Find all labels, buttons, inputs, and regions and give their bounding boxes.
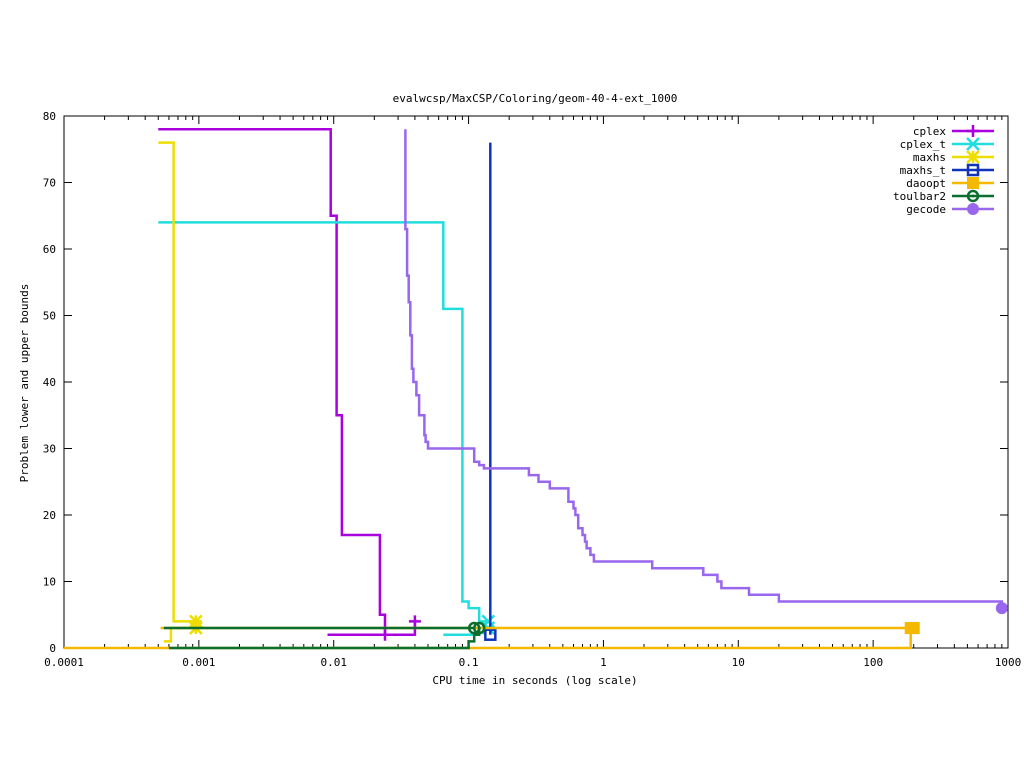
y-tick-label: 70 [43, 177, 56, 190]
series-maxhs [158, 141, 203, 643]
legend-label: daoopt [906, 177, 946, 190]
legend-label: maxhs [913, 151, 946, 164]
legend-marker [966, 189, 980, 203]
y-tick-label: 60 [43, 243, 56, 256]
series-point [995, 602, 1008, 615]
series-point [472, 621, 486, 635]
series-cplex [158, 128, 421, 641]
series-maxhs-t [484, 142, 497, 641]
x-tick-label: 0.0001 [44, 656, 84, 669]
y-tick-label: 40 [43, 376, 56, 389]
x-axis-label: CPU time in seconds (log scale) [432, 674, 637, 687]
series-gecode [404, 129, 1008, 615]
legend-label: cplex_t [900, 138, 946, 151]
series-cplex-t [158, 221, 496, 636]
y-tick-label: 10 [43, 576, 56, 589]
legend: cplexcplex_tmaxhsmaxhs_tdaoopttoulbar2ge… [893, 125, 994, 216]
y-tick-label: 30 [43, 443, 56, 456]
series-line [158, 141, 196, 623]
y-axis: 0 10 20 30 40 50 60 70 80 [43, 110, 1008, 655]
x-tick-label: 10 [732, 656, 745, 669]
x-tick-label: 1000 [995, 656, 1022, 669]
chart-title: evalwcsp/MaxCSP/Coloring/geom-40-4-ext_1… [393, 92, 678, 105]
y-tick-label: 20 [43, 509, 56, 522]
series-point [484, 628, 497, 641]
legend-marker [966, 163, 980, 177]
legend-marker-dot [971, 194, 975, 198]
plot-frame [63, 115, 1009, 649]
y-axis-label: Problem lower and upper bounds [18, 284, 31, 483]
series-line [158, 221, 489, 623]
legend-marker [966, 150, 980, 164]
series-point [907, 622, 920, 635]
x-tick-label: 100 [863, 656, 883, 669]
x-tick-label: 1 [600, 656, 607, 669]
series-line [168, 628, 481, 650]
x-tick-label: 0.01 [320, 656, 347, 669]
series-line [158, 128, 387, 635]
y-tick-label: 80 [43, 110, 56, 123]
legend-label: gecode [906, 203, 946, 216]
series-point-dot [477, 626, 481, 630]
legend-marker [967, 203, 979, 215]
x-tick-label: 0.1 [459, 656, 479, 669]
series-layer [64, 128, 1008, 650]
series-toulbar2 [163, 621, 486, 650]
series-point [188, 614, 203, 629]
legend-label: cplex [913, 125, 946, 138]
legend-label: maxhs_t [900, 164, 946, 177]
legend-marker [966, 137, 980, 151]
series-line [163, 626, 196, 643]
x-axis: 0.0001 0.001 0.01 0.1 1 10 100 1000 [44, 116, 1021, 669]
x-tick-label: 0.001 [182, 656, 215, 669]
legend-label: toulbar2 [893, 190, 946, 203]
plot-border [63, 115, 1009, 649]
y-tick-label: 0 [49, 642, 56, 655]
y-tick-label: 50 [43, 310, 56, 323]
series-point [408, 615, 421, 628]
legend-marker [967, 177, 979, 189]
series-line [404, 129, 1004, 609]
series-line [64, 628, 912, 650]
legend-marker [967, 125, 979, 137]
